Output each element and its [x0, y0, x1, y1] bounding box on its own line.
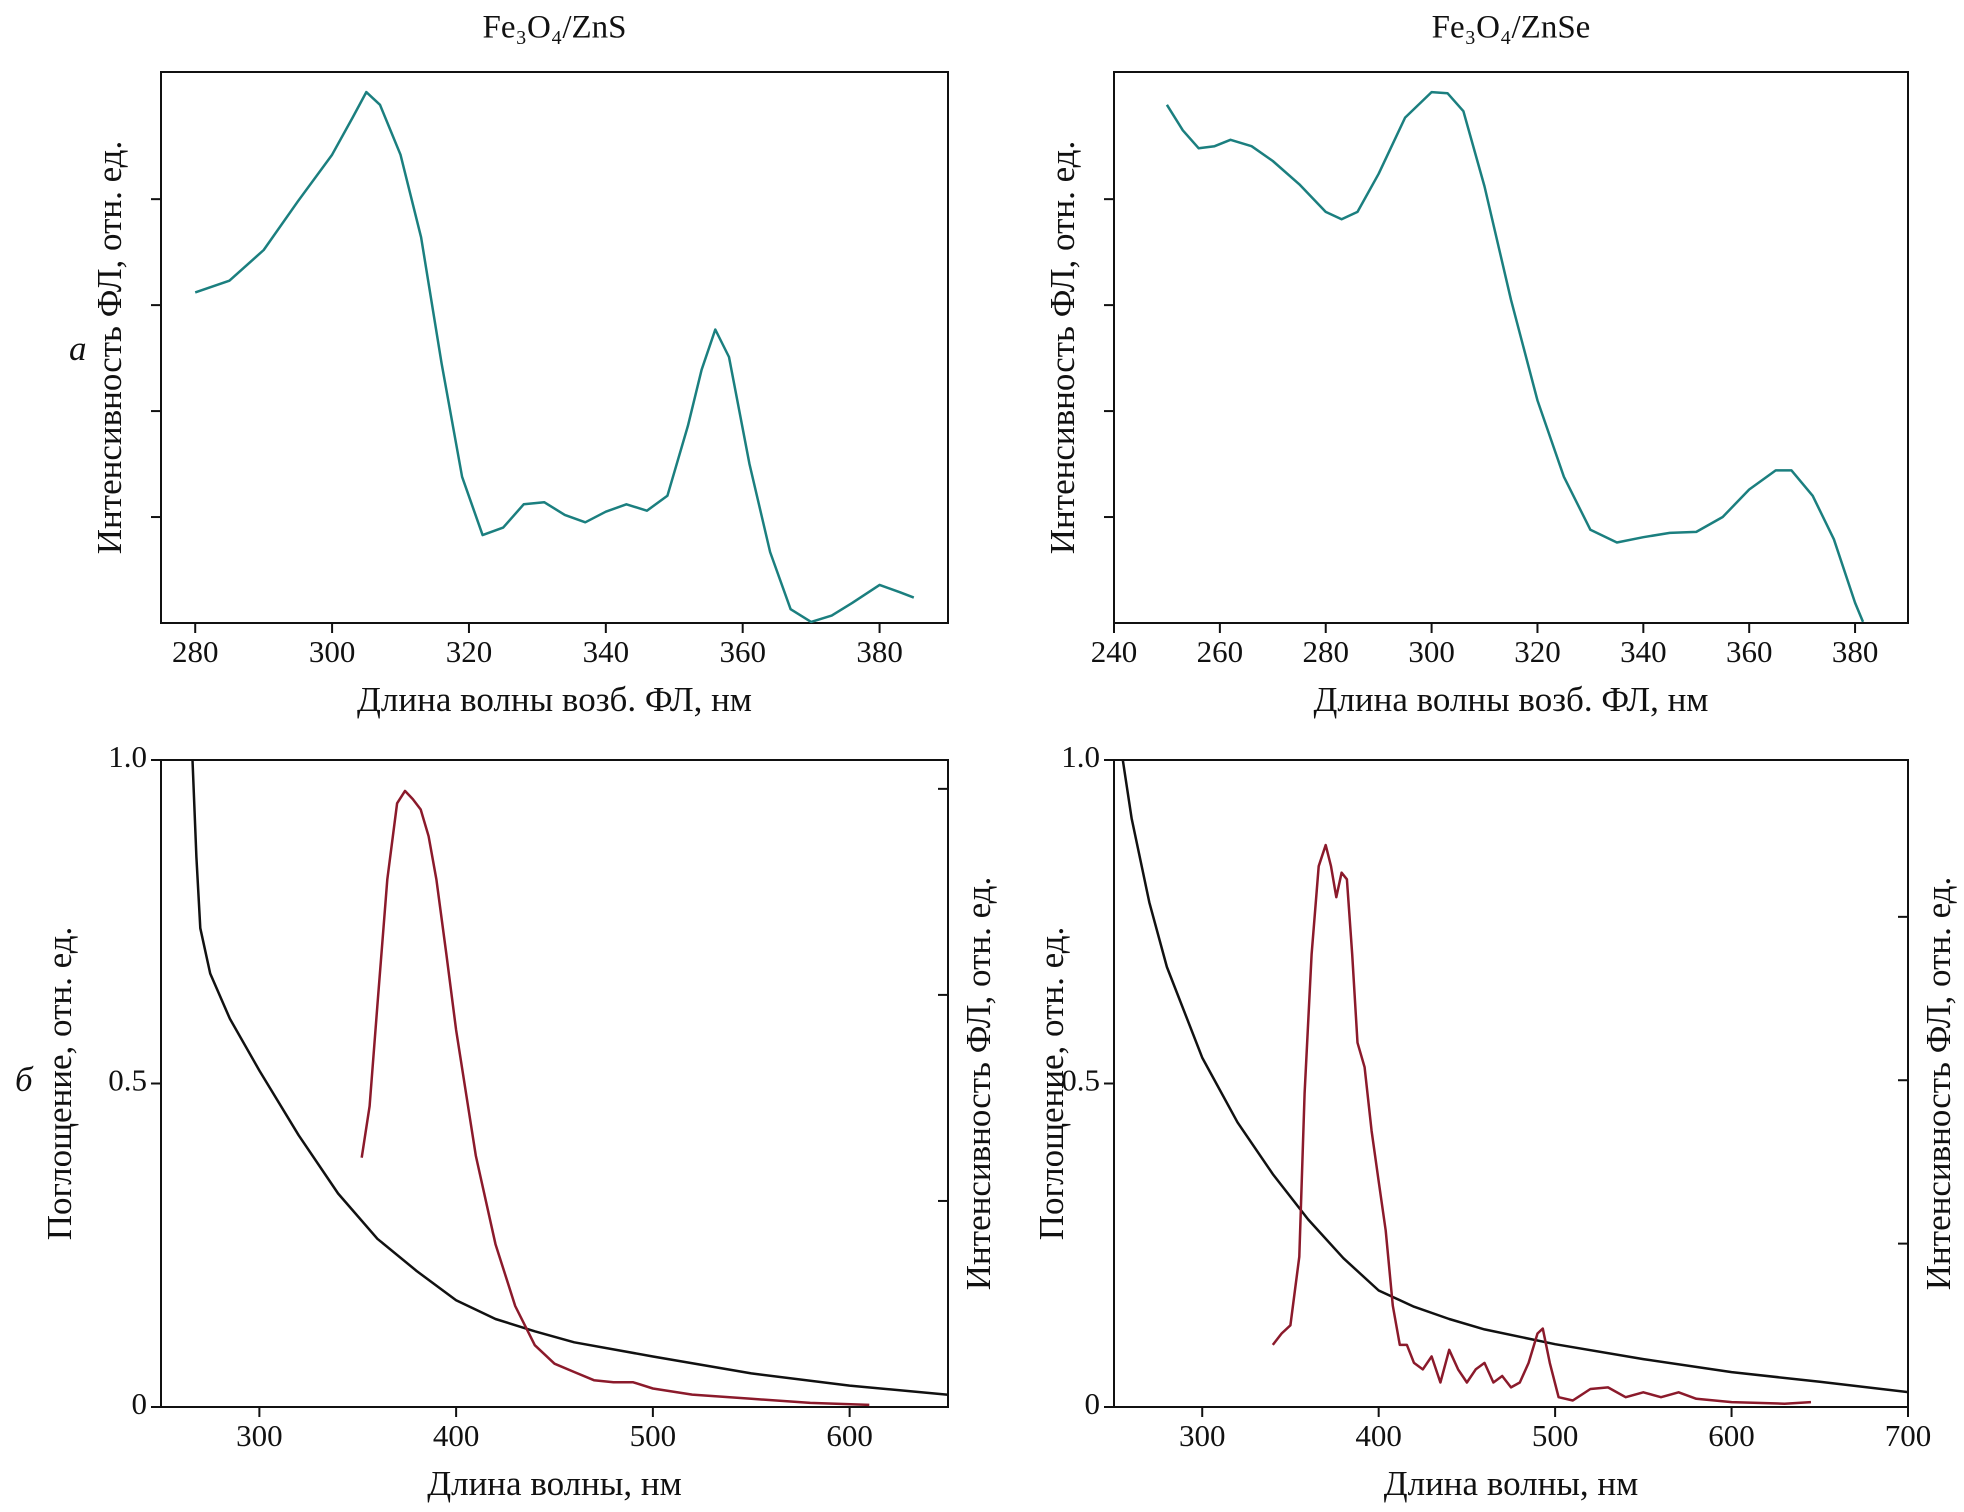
data-line [191, 759, 949, 1396]
y2-axis-label: Интенсивность ФЛ, отн. ед. [1919, 877, 1958, 1290]
x-tick-label: 500 [1532, 1418, 1579, 1453]
x-axis-label: Длина волны возб. ФЛ, нм [357, 680, 752, 719]
panel-label: а [69, 329, 87, 368]
x-tick-label: 240 [1091, 634, 1138, 669]
y2-axis-label: Интенсивность ФЛ, отн. ед. [959, 877, 998, 1290]
x-tick-label: 380 [856, 634, 903, 669]
y-tick-label: 0.5 [1061, 1063, 1100, 1098]
x-tick-label: 360 [1726, 634, 1773, 669]
data-line [1165, 90, 1865, 623]
chart-title: Fe₃O₄/ZnSe [1432, 10, 1591, 46]
y-axis-label: Интенсивность ФЛ, отн. ед. [1043, 141, 1082, 554]
data-line [360, 789, 870, 1407]
x-tick-label: 280 [172, 634, 219, 669]
x-tick-label: 360 [719, 634, 766, 669]
x-tick-label: 340 [583, 634, 630, 669]
x-tick-label: 700 [1885, 1418, 1932, 1453]
x-tick-label: 300 [309, 634, 356, 669]
plot-frame [1113, 759, 1909, 1408]
x-tick-label: 320 [446, 634, 493, 669]
x-tick-label: 300 [236, 1418, 283, 1453]
x-tick-label: 300 [1408, 634, 1455, 669]
panel-label: б [15, 1060, 34, 1099]
x-tick-label: 380 [1832, 634, 1879, 669]
x-tick-label: 340 [1620, 634, 1667, 669]
y-tick-label: 0 [132, 1386, 148, 1421]
y-axis-label: Интенсивность ФЛ, отн. ед. [90, 141, 129, 554]
data-line [1121, 759, 1909, 1394]
data-line [194, 90, 915, 624]
plot-frame [1113, 71, 1909, 624]
x-tick-label: 280 [1302, 634, 1349, 669]
x-tick-label: 600 [1708, 1418, 1755, 1453]
y-tick-label: 1.0 [1061, 739, 1100, 774]
x-tick-label: 260 [1197, 634, 1244, 669]
x-axis-label: Длина волны возб. ФЛ, нм [1314, 680, 1709, 719]
y-axis-label: Поглощение, отн. ед. [40, 927, 79, 1241]
chart-title: Fe₃O₄/ZnS [482, 10, 626, 46]
x-tick-label: 400 [1355, 1418, 1402, 1453]
x-tick-label: 300 [1179, 1418, 1226, 1453]
y-axis-label: Поглощение, отн. ед. [1032, 927, 1071, 1241]
y-tick-label: 0 [1085, 1386, 1101, 1421]
x-axis-label: Длина волны, нм [427, 1464, 682, 1503]
plot-frame [160, 71, 949, 624]
x-tick-label: 500 [630, 1418, 677, 1453]
plot-frame [160, 759, 949, 1408]
x-tick-label: 600 [826, 1418, 873, 1453]
x-tick-label: 400 [433, 1418, 480, 1453]
data-line [1271, 843, 1812, 1405]
x-tick-label: 320 [1514, 634, 1561, 669]
x-axis-label: Длина волны, нм [1384, 1464, 1639, 1503]
y-tick-label: 0.5 [108, 1063, 147, 1098]
y-tick-label: 1.0 [108, 739, 147, 774]
